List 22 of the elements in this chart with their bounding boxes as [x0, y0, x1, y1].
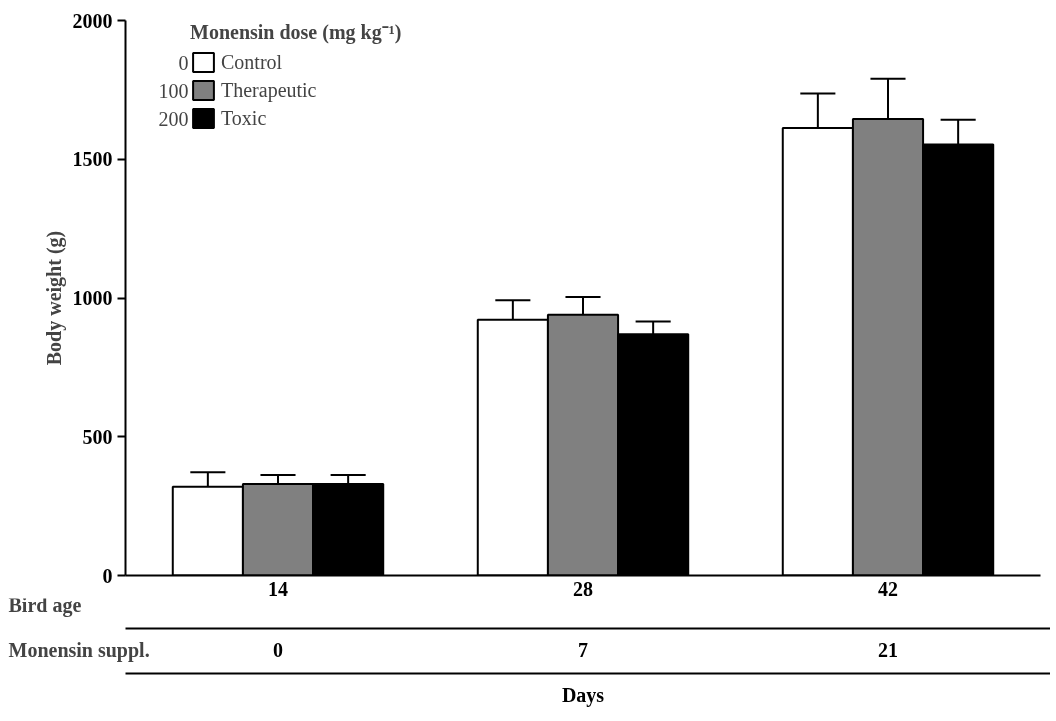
annotation: 100 [158, 79, 189, 102]
x-tick-label: 14 [268, 577, 288, 600]
text: Days [561, 684, 605, 708]
text: 21 [878, 638, 898, 661]
legend-label: Toxic [221, 106, 267, 130]
legend-label: Therapeutic [221, 78, 317, 102]
x-tick-label: 42 [878, 577, 898, 600]
y-tick-label: 500 [82, 425, 113, 448]
y-axis-title: Body weight (g) [42, 230, 66, 366]
legend-title: Monensin dose (mg kg⁻¹) [190, 20, 402, 45]
text: Bird age [8, 593, 82, 617]
y-tick-label: 2000 [72, 9, 113, 32]
text: 0 [273, 638, 283, 661]
text: Monensin suppl. [8, 638, 150, 662]
x-tick-label: 28 [573, 577, 593, 600]
y-tick-label: 1500 [72, 148, 113, 171]
legend-label: Control [221, 50, 283, 74]
text: 7 [578, 638, 588, 661]
y-tick-label: 0 [102, 564, 113, 587]
annotation: 0 [178, 51, 189, 74]
y-tick-label: 1000 [72, 287, 113, 309]
annotation: 200 [158, 107, 189, 130]
